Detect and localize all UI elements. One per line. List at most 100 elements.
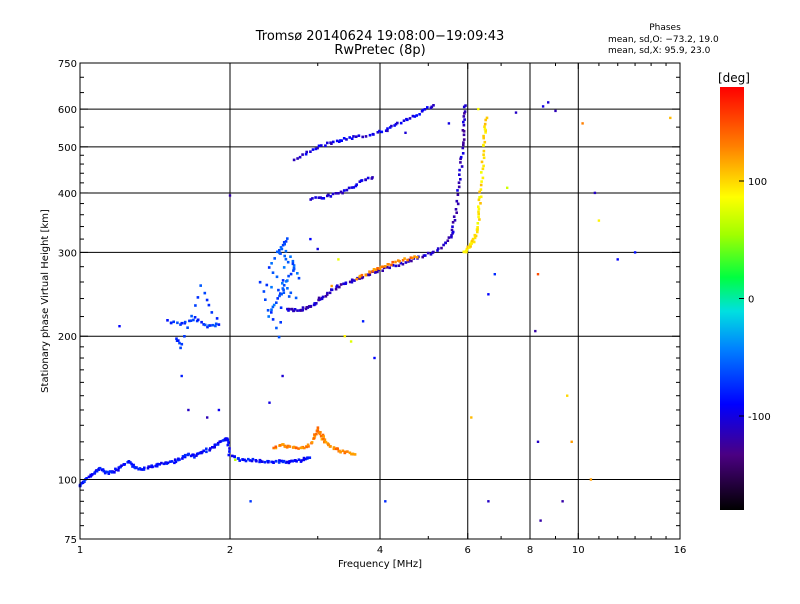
echo-point <box>228 447 231 450</box>
echo-point <box>287 309 290 312</box>
echo-point <box>454 208 458 211</box>
echo-point <box>180 342 184 346</box>
echo-point <box>350 278 354 282</box>
echo-point <box>469 242 473 246</box>
echo-point <box>169 321 173 325</box>
echo-point <box>315 302 318 305</box>
y-tick-label: 500 <box>58 143 77 154</box>
echo-point <box>264 298 267 301</box>
echo-point <box>278 294 281 298</box>
echo-point <box>332 447 336 451</box>
echo-point <box>271 305 275 309</box>
echo-point <box>168 460 172 463</box>
echo-point <box>313 434 317 438</box>
echo-point <box>305 445 308 449</box>
echo-point <box>455 199 459 203</box>
echo-point <box>146 466 150 470</box>
echo-point <box>444 241 447 245</box>
echo-point <box>350 452 353 456</box>
echo-point <box>382 266 386 270</box>
echo-point <box>286 237 289 240</box>
echo-point <box>265 283 269 287</box>
echo-point <box>209 447 212 450</box>
echo-point <box>408 117 412 120</box>
echo-point <box>316 430 320 433</box>
echo-point <box>561 500 564 503</box>
echo-point <box>343 335 346 338</box>
echo-point <box>339 450 342 454</box>
echo-point <box>472 240 476 244</box>
echo-point <box>143 466 146 470</box>
echo-point <box>320 144 323 147</box>
echo-point <box>478 196 481 199</box>
echo-point <box>193 316 197 319</box>
echo-point <box>390 124 393 128</box>
echo-point <box>286 260 290 264</box>
echo-point <box>459 157 462 161</box>
echo-point <box>194 304 197 307</box>
echo-point <box>451 225 454 228</box>
echo-point <box>178 458 181 461</box>
echo-point <box>266 309 270 312</box>
echo-point <box>311 148 315 151</box>
echo-point <box>110 471 114 474</box>
echo-point <box>479 195 483 199</box>
echo-point <box>224 438 228 442</box>
echo-point <box>329 445 332 448</box>
echo-point <box>215 317 219 320</box>
echo-point <box>228 194 232 197</box>
echo-point <box>348 136 351 139</box>
echo-point <box>336 447 339 451</box>
echo-point <box>138 467 142 470</box>
echo-point <box>295 460 298 463</box>
echo-point <box>228 450 231 453</box>
echo-point <box>348 280 352 284</box>
echo-point <box>597 219 601 222</box>
echo-point <box>324 440 328 444</box>
echo-point <box>462 143 465 147</box>
echo-point <box>211 323 215 327</box>
echo-point <box>219 440 223 443</box>
echo-point <box>554 109 557 113</box>
echo-point <box>281 287 285 290</box>
echo-point <box>304 457 307 461</box>
echo-point <box>358 180 362 183</box>
echo-point <box>480 180 483 183</box>
echo-point <box>261 460 264 463</box>
echo-point <box>206 325 209 329</box>
colorbar-tick-label: 100 <box>748 177 767 188</box>
x-tick-label: 2 <box>227 545 233 556</box>
echo-point <box>174 460 178 464</box>
echo-point <box>183 320 187 324</box>
echo-point <box>277 461 281 464</box>
echo-point <box>451 221 455 224</box>
echo-point <box>391 260 394 264</box>
echo-point <box>267 460 270 463</box>
echo-point <box>462 123 466 127</box>
x-tick-label: 4 <box>377 545 383 556</box>
echo-point <box>148 465 151 468</box>
echo-point <box>123 463 126 466</box>
echo-point <box>330 142 333 145</box>
echo-point <box>473 233 477 237</box>
echo-point <box>278 459 281 462</box>
echo-point <box>480 160 484 164</box>
echo-point <box>286 307 289 311</box>
echo-point <box>411 114 415 118</box>
echo-point <box>342 189 346 192</box>
echo-point <box>318 432 322 436</box>
echo-point <box>304 307 308 311</box>
echo-point <box>317 296 321 300</box>
echo-point <box>196 318 200 322</box>
echo-point <box>314 147 318 151</box>
echo-point <box>284 445 287 449</box>
echo-point <box>463 110 467 113</box>
echo-point <box>300 459 303 462</box>
echo-point <box>180 321 184 325</box>
echo-point <box>470 416 473 419</box>
echo-point <box>214 322 218 326</box>
echo-point <box>154 464 157 468</box>
echo-point <box>322 437 325 441</box>
echo-point <box>406 118 409 122</box>
echo-point <box>358 274 362 278</box>
